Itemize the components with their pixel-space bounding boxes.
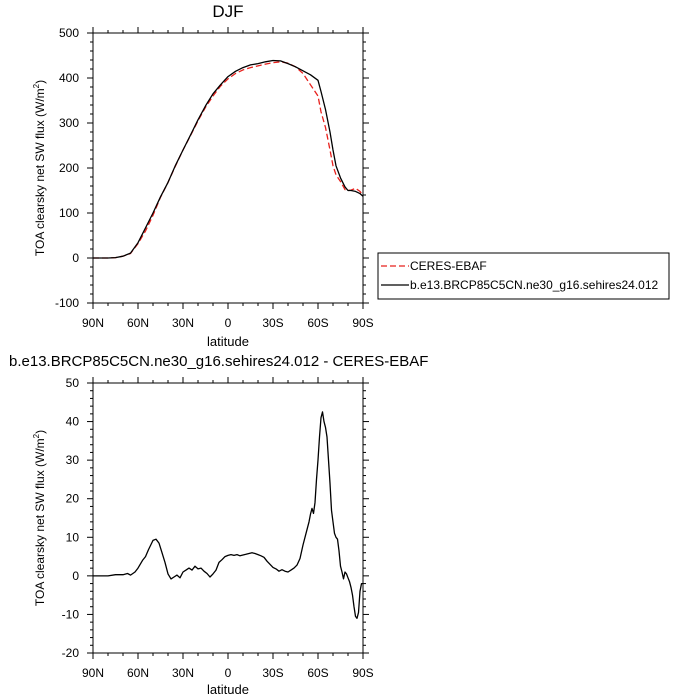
- bottom-x-tick-label: 60N: [127, 666, 149, 680]
- bottom-plot-ylabel-main: TOA clearsky net SW flux (W/m: [33, 438, 47, 606]
- bottom-x-tick-label: 60S: [307, 666, 328, 680]
- bottom-y-tick-label: 50: [66, 376, 80, 390]
- bottom-y-tick-label: 10: [66, 530, 80, 544]
- bottom-y-tick-label: 30: [66, 453, 80, 467]
- bottom-plot-frame: [92, 382, 364, 654]
- top-plot-ylabel: TOA clearsky net SW flux (W/m2): [32, 80, 47, 256]
- bottom-plot-xlabel: latitude: [207, 682, 249, 697]
- top-x-tick-label: 30S: [262, 316, 283, 330]
- top-plot-ylabel-main: TOA clearsky net SW flux (W/m: [33, 88, 47, 256]
- bottom-plot-title: b.e13.BRCP85C5CN.ne30_g16.sehires24.012 …: [9, 353, 428, 370]
- top-x-tick-label: 60N: [127, 316, 149, 330]
- top-x-tick-label: 0: [225, 316, 232, 330]
- top-y-tick-label: -100: [55, 296, 79, 310]
- bottom-plot: b.e13.BRCP85C5CN.ne30_g16.sehires24.012 …: [9, 353, 428, 697]
- bottom-x-tick-label: 90N: [82, 666, 104, 680]
- top-plot-frame: [92, 32, 364, 304]
- top-x-tick-label: 30N: [172, 316, 194, 330]
- bottom-y-tick-label: -10: [62, 607, 80, 621]
- top-plot-ylabel-close: ): [33, 80, 47, 84]
- top-plot-marks: 90N 60N 30N 0 30S 60S 90S -100 0 100 200 300 400 500: [55, 26, 374, 330]
- bottom-plot-marks: 90N 60N 30N 0 30S 60S 90S -20 -10 0 10 20 30 40 50: [62, 376, 374, 680]
- top-plot-ylabel-sup: 2: [32, 83, 41, 88]
- top-series-0-line: [93, 61, 364, 259]
- bottom-plot-ylabel-sup: 2: [32, 433, 41, 438]
- legend-box: [377, 252, 670, 300]
- bottom-y-tick-label: 0: [72, 569, 79, 583]
- bottom-y-tick-label: 40: [66, 415, 80, 429]
- bottom-y-tick-label: 20: [66, 492, 80, 506]
- top-plot-xlabel: latitude: [207, 334, 249, 349]
- top-y-tick-label: 300: [59, 116, 79, 130]
- top-y-tick-label: 500: [59, 26, 79, 40]
- bottom-x-tick-label: 0: [225, 666, 232, 680]
- top-y-tick-label: 200: [59, 161, 79, 175]
- bottom-y-tick-label: -20: [62, 646, 80, 660]
- bottom-plot-ylabel-close: ): [33, 430, 47, 434]
- legend-label-ceres: CERES-EBAF: [410, 259, 487, 273]
- top-y-tick-label: 0: [72, 251, 79, 265]
- top-y-tick-label: 100: [59, 206, 79, 220]
- bottom-plot-ylabel: TOA clearsky net SW flux (W/m2): [32, 430, 47, 606]
- top-series-1-line: [93, 59, 364, 259]
- bottom-x-tick-label: 90S: [352, 666, 373, 680]
- top-x-tick-label: 90N: [82, 316, 104, 330]
- top-x-tick-label: 60S: [307, 316, 328, 330]
- top-plot-title: DJF: [212, 2, 243, 21]
- top-plot: DJF 90N 60N 30N 0 30S 60S 90S -100 0 100 200 300 400…: [32, 2, 374, 349]
- bottom-series-0-line: [93, 411, 363, 619]
- legend-label-model: b.e13.BRCP85C5CN.ne30_g16.sehires24.012: [410, 278, 658, 292]
- legend: CERES-EBAF b.e13.BRCP85C5CN.ne30_g16.seh…: [377, 252, 670, 300]
- bottom-x-tick-label: 30N: [172, 666, 194, 680]
- top-x-tick-label: 90S: [352, 316, 373, 330]
- top-y-tick-label: 400: [59, 71, 79, 85]
- bottom-x-tick-label: 30S: [262, 666, 283, 680]
